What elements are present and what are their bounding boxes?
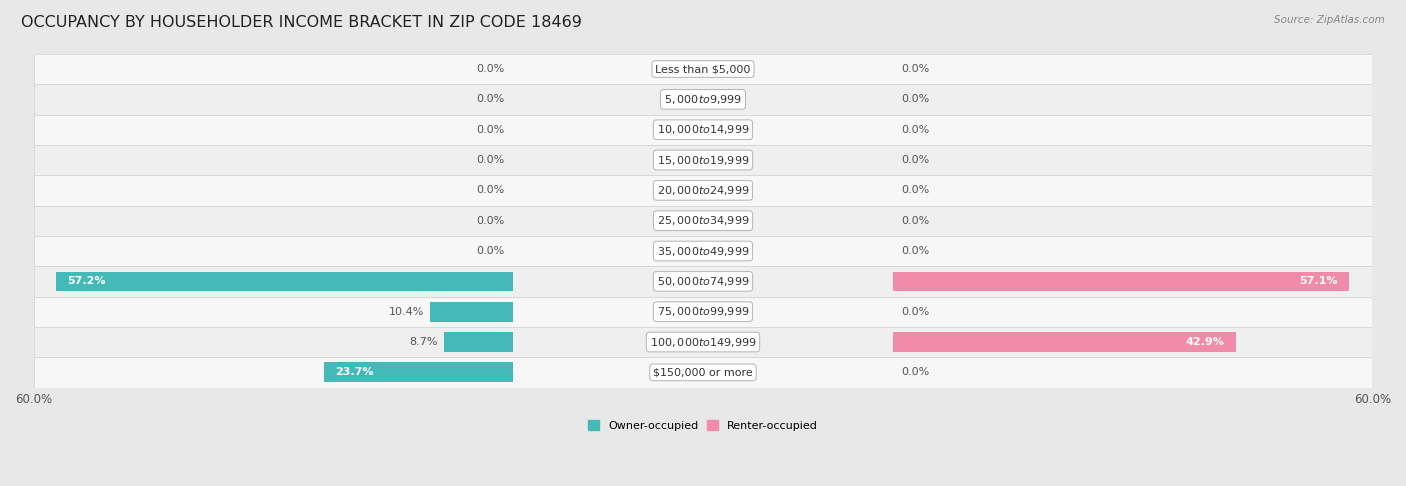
Text: 10.4%: 10.4% bbox=[389, 307, 425, 317]
Bar bbox=[34, 236, 1372, 266]
Bar bbox=[34, 296, 1372, 327]
Text: 23.7%: 23.7% bbox=[335, 367, 374, 377]
Text: 8.7%: 8.7% bbox=[409, 337, 439, 347]
Bar bbox=[34, 84, 1372, 115]
Text: $25,000 to $34,999: $25,000 to $34,999 bbox=[657, 214, 749, 227]
Bar bbox=[34, 54, 1372, 84]
Bar bbox=[34, 266, 1372, 296]
Text: $10,000 to $14,999: $10,000 to $14,999 bbox=[657, 123, 749, 136]
Text: $35,000 to $49,999: $35,000 to $49,999 bbox=[657, 244, 749, 258]
Bar bbox=[56, 272, 513, 291]
Text: OCCUPANCY BY HOUSEHOLDER INCOME BRACKET IN ZIP CODE 18469: OCCUPANCY BY HOUSEHOLDER INCOME BRACKET … bbox=[21, 15, 582, 30]
Text: 0.0%: 0.0% bbox=[901, 246, 929, 256]
Text: 0.0%: 0.0% bbox=[901, 216, 929, 226]
Bar bbox=[34, 357, 1372, 387]
Text: 0.0%: 0.0% bbox=[477, 216, 505, 226]
Text: 0.0%: 0.0% bbox=[901, 185, 929, 195]
Text: 0.0%: 0.0% bbox=[477, 185, 505, 195]
Text: $50,000 to $74,999: $50,000 to $74,999 bbox=[657, 275, 749, 288]
Bar bbox=[893, 272, 1350, 291]
Text: $75,000 to $99,999: $75,000 to $99,999 bbox=[657, 305, 749, 318]
Text: $15,000 to $19,999: $15,000 to $19,999 bbox=[657, 154, 749, 167]
Legend: Owner-occupied, Renter-occupied: Owner-occupied, Renter-occupied bbox=[583, 416, 823, 435]
Text: 57.1%: 57.1% bbox=[1299, 277, 1339, 286]
Bar bbox=[34, 145, 1372, 175]
Text: 0.0%: 0.0% bbox=[477, 246, 505, 256]
Text: 57.2%: 57.2% bbox=[67, 277, 105, 286]
Bar bbox=[430, 302, 513, 322]
Text: $5,000 to $9,999: $5,000 to $9,999 bbox=[664, 93, 742, 106]
Text: 42.9%: 42.9% bbox=[1185, 337, 1225, 347]
Text: 0.0%: 0.0% bbox=[901, 125, 929, 135]
Bar bbox=[34, 175, 1372, 206]
Text: 0.0%: 0.0% bbox=[477, 155, 505, 165]
Bar bbox=[34, 115, 1372, 145]
Bar bbox=[893, 332, 1236, 352]
Bar bbox=[34, 206, 1372, 236]
Text: 0.0%: 0.0% bbox=[901, 155, 929, 165]
Text: Source: ZipAtlas.com: Source: ZipAtlas.com bbox=[1274, 15, 1385, 25]
Bar bbox=[34, 327, 1372, 357]
Text: 0.0%: 0.0% bbox=[477, 125, 505, 135]
Text: 0.0%: 0.0% bbox=[901, 64, 929, 74]
Text: Less than $5,000: Less than $5,000 bbox=[655, 64, 751, 74]
Text: 0.0%: 0.0% bbox=[477, 94, 505, 104]
Text: $100,000 to $149,999: $100,000 to $149,999 bbox=[650, 335, 756, 348]
Text: 0.0%: 0.0% bbox=[901, 307, 929, 317]
Text: 0.0%: 0.0% bbox=[477, 64, 505, 74]
Text: 0.0%: 0.0% bbox=[901, 367, 929, 377]
Bar bbox=[323, 363, 513, 382]
Text: $20,000 to $24,999: $20,000 to $24,999 bbox=[657, 184, 749, 197]
Text: $150,000 or more: $150,000 or more bbox=[654, 367, 752, 377]
Text: 0.0%: 0.0% bbox=[901, 94, 929, 104]
Bar bbox=[444, 332, 513, 352]
